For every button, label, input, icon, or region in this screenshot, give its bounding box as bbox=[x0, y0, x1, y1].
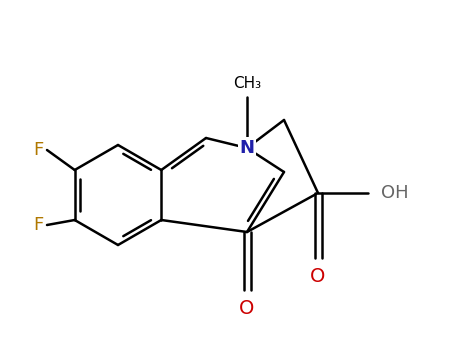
Text: F: F bbox=[33, 141, 43, 159]
Text: O: O bbox=[310, 267, 326, 286]
Text: F: F bbox=[33, 216, 43, 234]
Text: OH: OH bbox=[381, 184, 409, 202]
Text: N: N bbox=[239, 139, 254, 157]
Text: O: O bbox=[239, 299, 255, 318]
Text: CH₃: CH₃ bbox=[233, 76, 261, 91]
